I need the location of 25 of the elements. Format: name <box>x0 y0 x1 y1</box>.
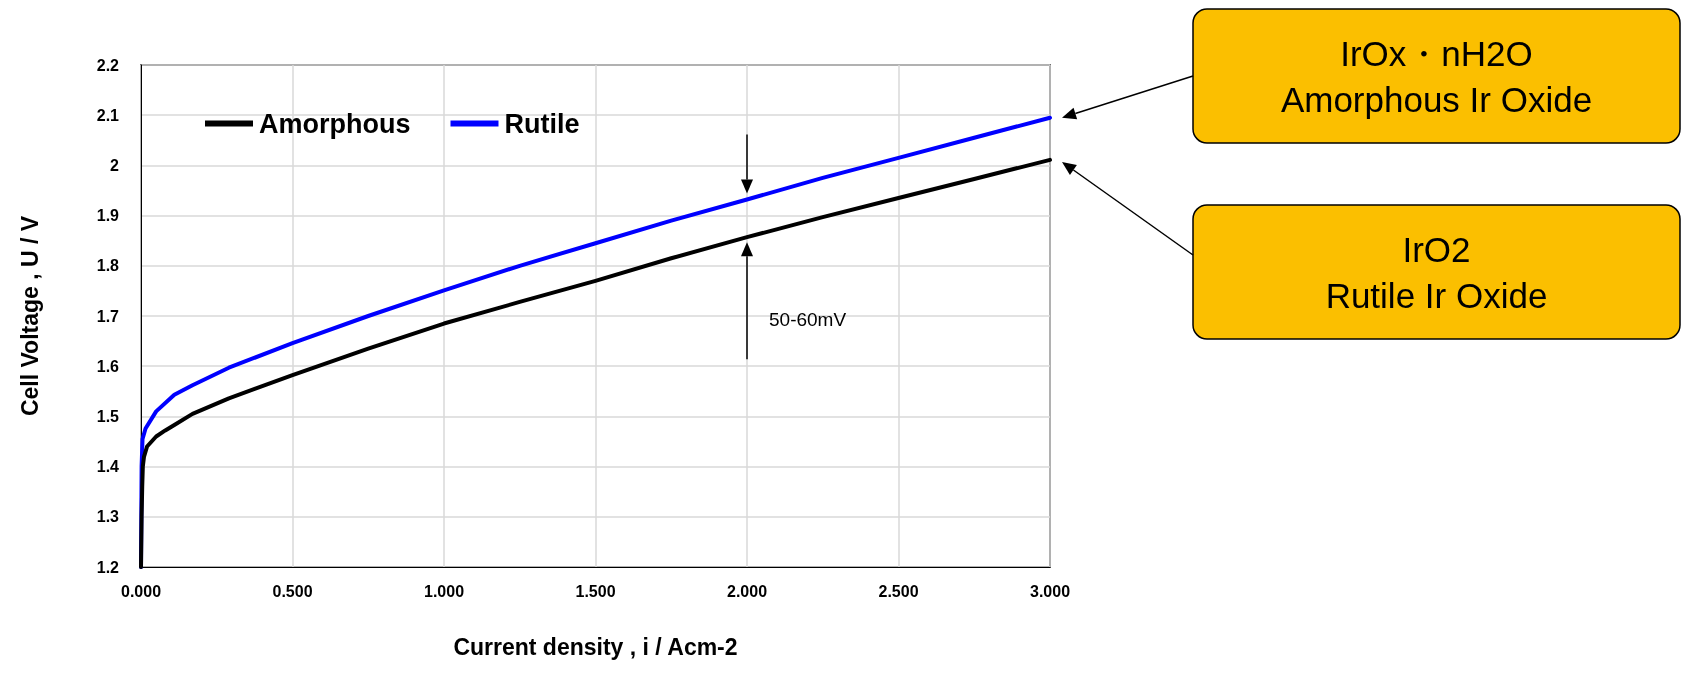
y-tick-label: 1.8 <box>96 257 120 275</box>
y-tick-label: 1.2 <box>96 558 120 576</box>
x-tick-label: 2.500 <box>878 582 919 600</box>
x-tick-label: 1.000 <box>423 582 465 600</box>
text: IrOx・nH2O Amorphous Ir Oxide <box>1280 33 1593 119</box>
y-tick-label: 1.4 <box>96 458 120 476</box>
legend-label: Rutile <box>504 108 580 139</box>
x-tick-label: 3.000 <box>1029 582 1071 600</box>
x-axis-title: Current density , i / Acm-2 <box>453 633 738 660</box>
y-tick-label: 1.7 <box>96 307 120 325</box>
text: IrO2 Rutile Ir Oxide <box>1325 229 1548 315</box>
y-tick-label: 2 <box>110 156 120 174</box>
annotation: 50-60mV <box>769 308 847 330</box>
y-tick-label: 1.3 <box>96 508 120 526</box>
legend-label: Amorphous <box>259 108 411 139</box>
x-tick-label: 1.500 <box>575 582 616 600</box>
x-tick-label: 0.500 <box>272 582 313 600</box>
y-axis-title: Cell Voltage , U / V <box>16 215 43 417</box>
x-tick-label: 0.000 <box>120 582 162 600</box>
x-tick-label: 2.000 <box>726 582 768 600</box>
y-tick-label: 1.6 <box>96 357 120 375</box>
y-tick-label: 1.5 <box>96 407 120 425</box>
y-tick-label: 2.2 <box>96 56 120 74</box>
y-tick-label: 1.9 <box>96 207 120 225</box>
y-tick-label: 2.1 <box>96 106 120 124</box>
